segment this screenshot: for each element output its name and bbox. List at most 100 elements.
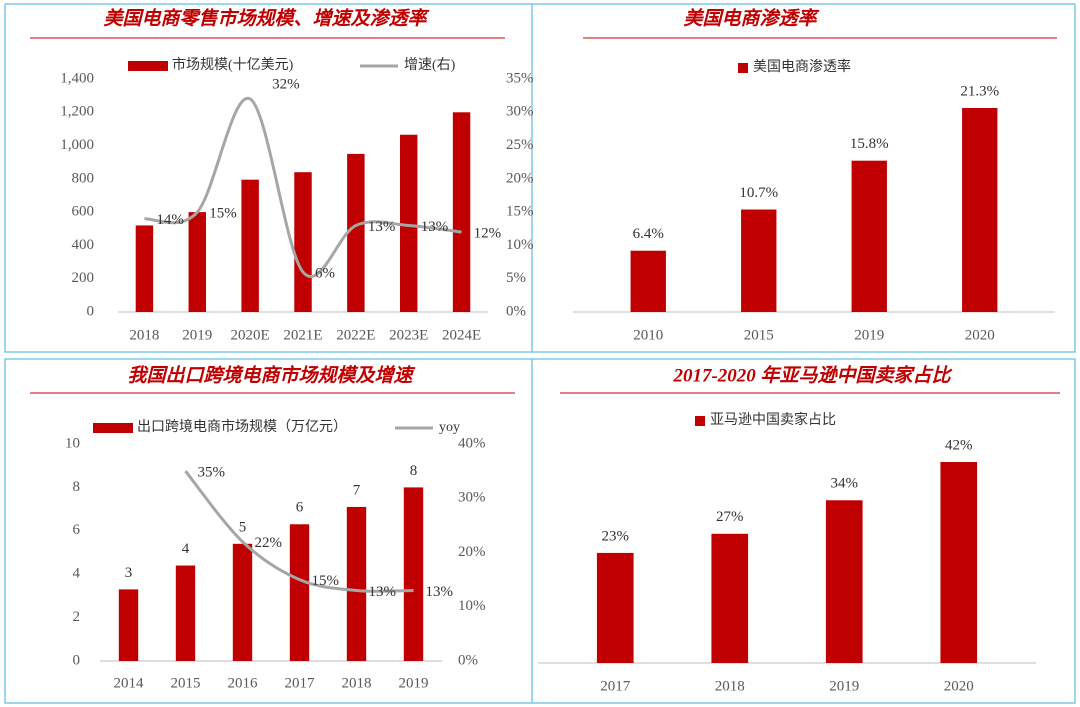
x-tick-label: 2018 bbox=[129, 327, 159, 343]
x-tick-label: 2019 bbox=[829, 678, 859, 694]
legend-label: yoy bbox=[439, 420, 460, 435]
data-label: 13% bbox=[421, 219, 449, 235]
y2-tick-label: 25% bbox=[506, 137, 534, 153]
y-tick-label: 0 bbox=[87, 303, 95, 319]
bar bbox=[741, 209, 777, 312]
x-tick-label: 2020E bbox=[231, 327, 270, 343]
line bbox=[184, 470, 414, 593]
y2-tick-label: 40% bbox=[458, 435, 486, 451]
y-tick-label: 0 bbox=[73, 652, 81, 668]
bar bbox=[175, 565, 196, 661]
legend-swatch bbox=[738, 63, 748, 73]
x-tick-label: 2016 bbox=[228, 675, 259, 691]
y2-tick-label: 15% bbox=[506, 204, 534, 220]
bar bbox=[347, 153, 365, 312]
x-tick-label: 2017 bbox=[285, 675, 316, 691]
x-tick-label: 2020 bbox=[944, 678, 974, 694]
data-label: 21.3% bbox=[960, 83, 999, 99]
y2-tick-label: 0% bbox=[506, 303, 526, 319]
y-tick-label: 600 bbox=[72, 204, 95, 220]
legend-label: 亚马逊中国卖家占比 bbox=[710, 411, 836, 428]
y-tick-label: 2 bbox=[73, 609, 81, 625]
x-tick-label: 2024E bbox=[442, 327, 481, 343]
bar bbox=[596, 552, 634, 663]
data-label: 6.4% bbox=[633, 226, 664, 242]
x-tick-label: 2019 bbox=[399, 675, 429, 691]
y2-tick-label: 30% bbox=[506, 104, 534, 120]
y-tick-label: 1,200 bbox=[60, 104, 94, 120]
bar bbox=[289, 524, 310, 661]
data-label: 22% bbox=[255, 535, 283, 551]
data-label: 6 bbox=[296, 500, 304, 516]
y-tick-label: 1,400 bbox=[60, 70, 94, 86]
bar bbox=[135, 225, 154, 312]
panel-frame bbox=[4, 3, 1076, 353]
y-tick-label: 1,000 bbox=[60, 137, 94, 153]
bar bbox=[188, 212, 207, 312]
x-tick-label: 2010 bbox=[633, 327, 663, 343]
data-label: 15% bbox=[209, 206, 237, 222]
data-label: 10.7% bbox=[739, 185, 778, 201]
chart-title: 美国电商零售市场规模、增速及渗透率 bbox=[103, 7, 429, 29]
data-label: 13% bbox=[369, 584, 397, 600]
data-label: 42% bbox=[945, 437, 973, 453]
data-label: 15% bbox=[312, 573, 340, 589]
y2-tick-label: 35% bbox=[506, 70, 534, 86]
y2-tick-label: 0% bbox=[458, 652, 478, 668]
bar bbox=[241, 179, 259, 312]
data-label: 27% bbox=[716, 509, 744, 525]
data-label: 3 bbox=[125, 565, 133, 581]
legend-swatch bbox=[93, 423, 133, 433]
data-label: 6% bbox=[315, 265, 335, 281]
y2-tick-label: 30% bbox=[458, 490, 486, 506]
data-label: 15.8% bbox=[850, 136, 889, 152]
legend-label: 出口跨境电商市场规模（万亿元） bbox=[137, 418, 347, 435]
x-tick-label: 2020 bbox=[965, 327, 995, 343]
legend-swatch bbox=[695, 416, 705, 426]
bar bbox=[399, 134, 418, 312]
bar bbox=[630, 250, 666, 312]
chart-title: 美国电商渗透率 bbox=[683, 7, 819, 29]
legend-swatch bbox=[128, 61, 168, 71]
bar bbox=[294, 172, 312, 312]
data-label: 35% bbox=[198, 465, 226, 481]
y2-tick-label: 20% bbox=[458, 544, 486, 560]
bar bbox=[346, 506, 367, 661]
bar bbox=[825, 500, 863, 663]
x-tick-label: 2014 bbox=[114, 675, 145, 691]
data-label: 7 bbox=[353, 482, 361, 498]
data-label: 8 bbox=[410, 463, 418, 479]
x-tick-label: 2015 bbox=[171, 675, 201, 691]
data-label: 4 bbox=[182, 541, 190, 557]
y-tick-label: 800 bbox=[72, 170, 95, 186]
bar bbox=[962, 108, 998, 312]
chart-title: 我国出口跨境电商市场规模及增速 bbox=[127, 364, 415, 386]
legend-label: 美国电商渗透率 bbox=[753, 58, 851, 75]
y2-tick-label: 5% bbox=[506, 270, 526, 286]
data-label: 5 bbox=[239, 519, 247, 535]
y2-tick-label: 10% bbox=[458, 598, 486, 614]
legend-label: 市场规模(十亿美元) bbox=[172, 56, 294, 73]
x-tick-label: 2019 bbox=[854, 327, 884, 343]
data-label: 14% bbox=[156, 212, 184, 228]
data-label: 34% bbox=[831, 476, 859, 492]
data-label: 13% bbox=[368, 219, 396, 235]
bar bbox=[711, 533, 749, 663]
bar bbox=[452, 112, 471, 313]
data-label: 12% bbox=[474, 226, 502, 242]
bar bbox=[232, 543, 253, 661]
y2-tick-label: 10% bbox=[506, 237, 534, 253]
x-tick-label: 2019 bbox=[182, 327, 212, 343]
y-tick-label: 8 bbox=[73, 479, 81, 495]
panel-frame bbox=[4, 358, 1076, 704]
bar bbox=[403, 487, 424, 661]
y2-tick-label: 20% bbox=[506, 170, 534, 186]
x-tick-label: 2022E bbox=[336, 327, 375, 343]
data-label: 32% bbox=[272, 76, 300, 92]
x-tick-label: 2015 bbox=[744, 327, 774, 343]
x-tick-label: 2017 bbox=[600, 678, 631, 694]
x-tick-label: 2023E bbox=[389, 327, 428, 343]
y-tick-label: 400 bbox=[72, 237, 95, 253]
x-tick-label: 2021E bbox=[283, 327, 322, 343]
